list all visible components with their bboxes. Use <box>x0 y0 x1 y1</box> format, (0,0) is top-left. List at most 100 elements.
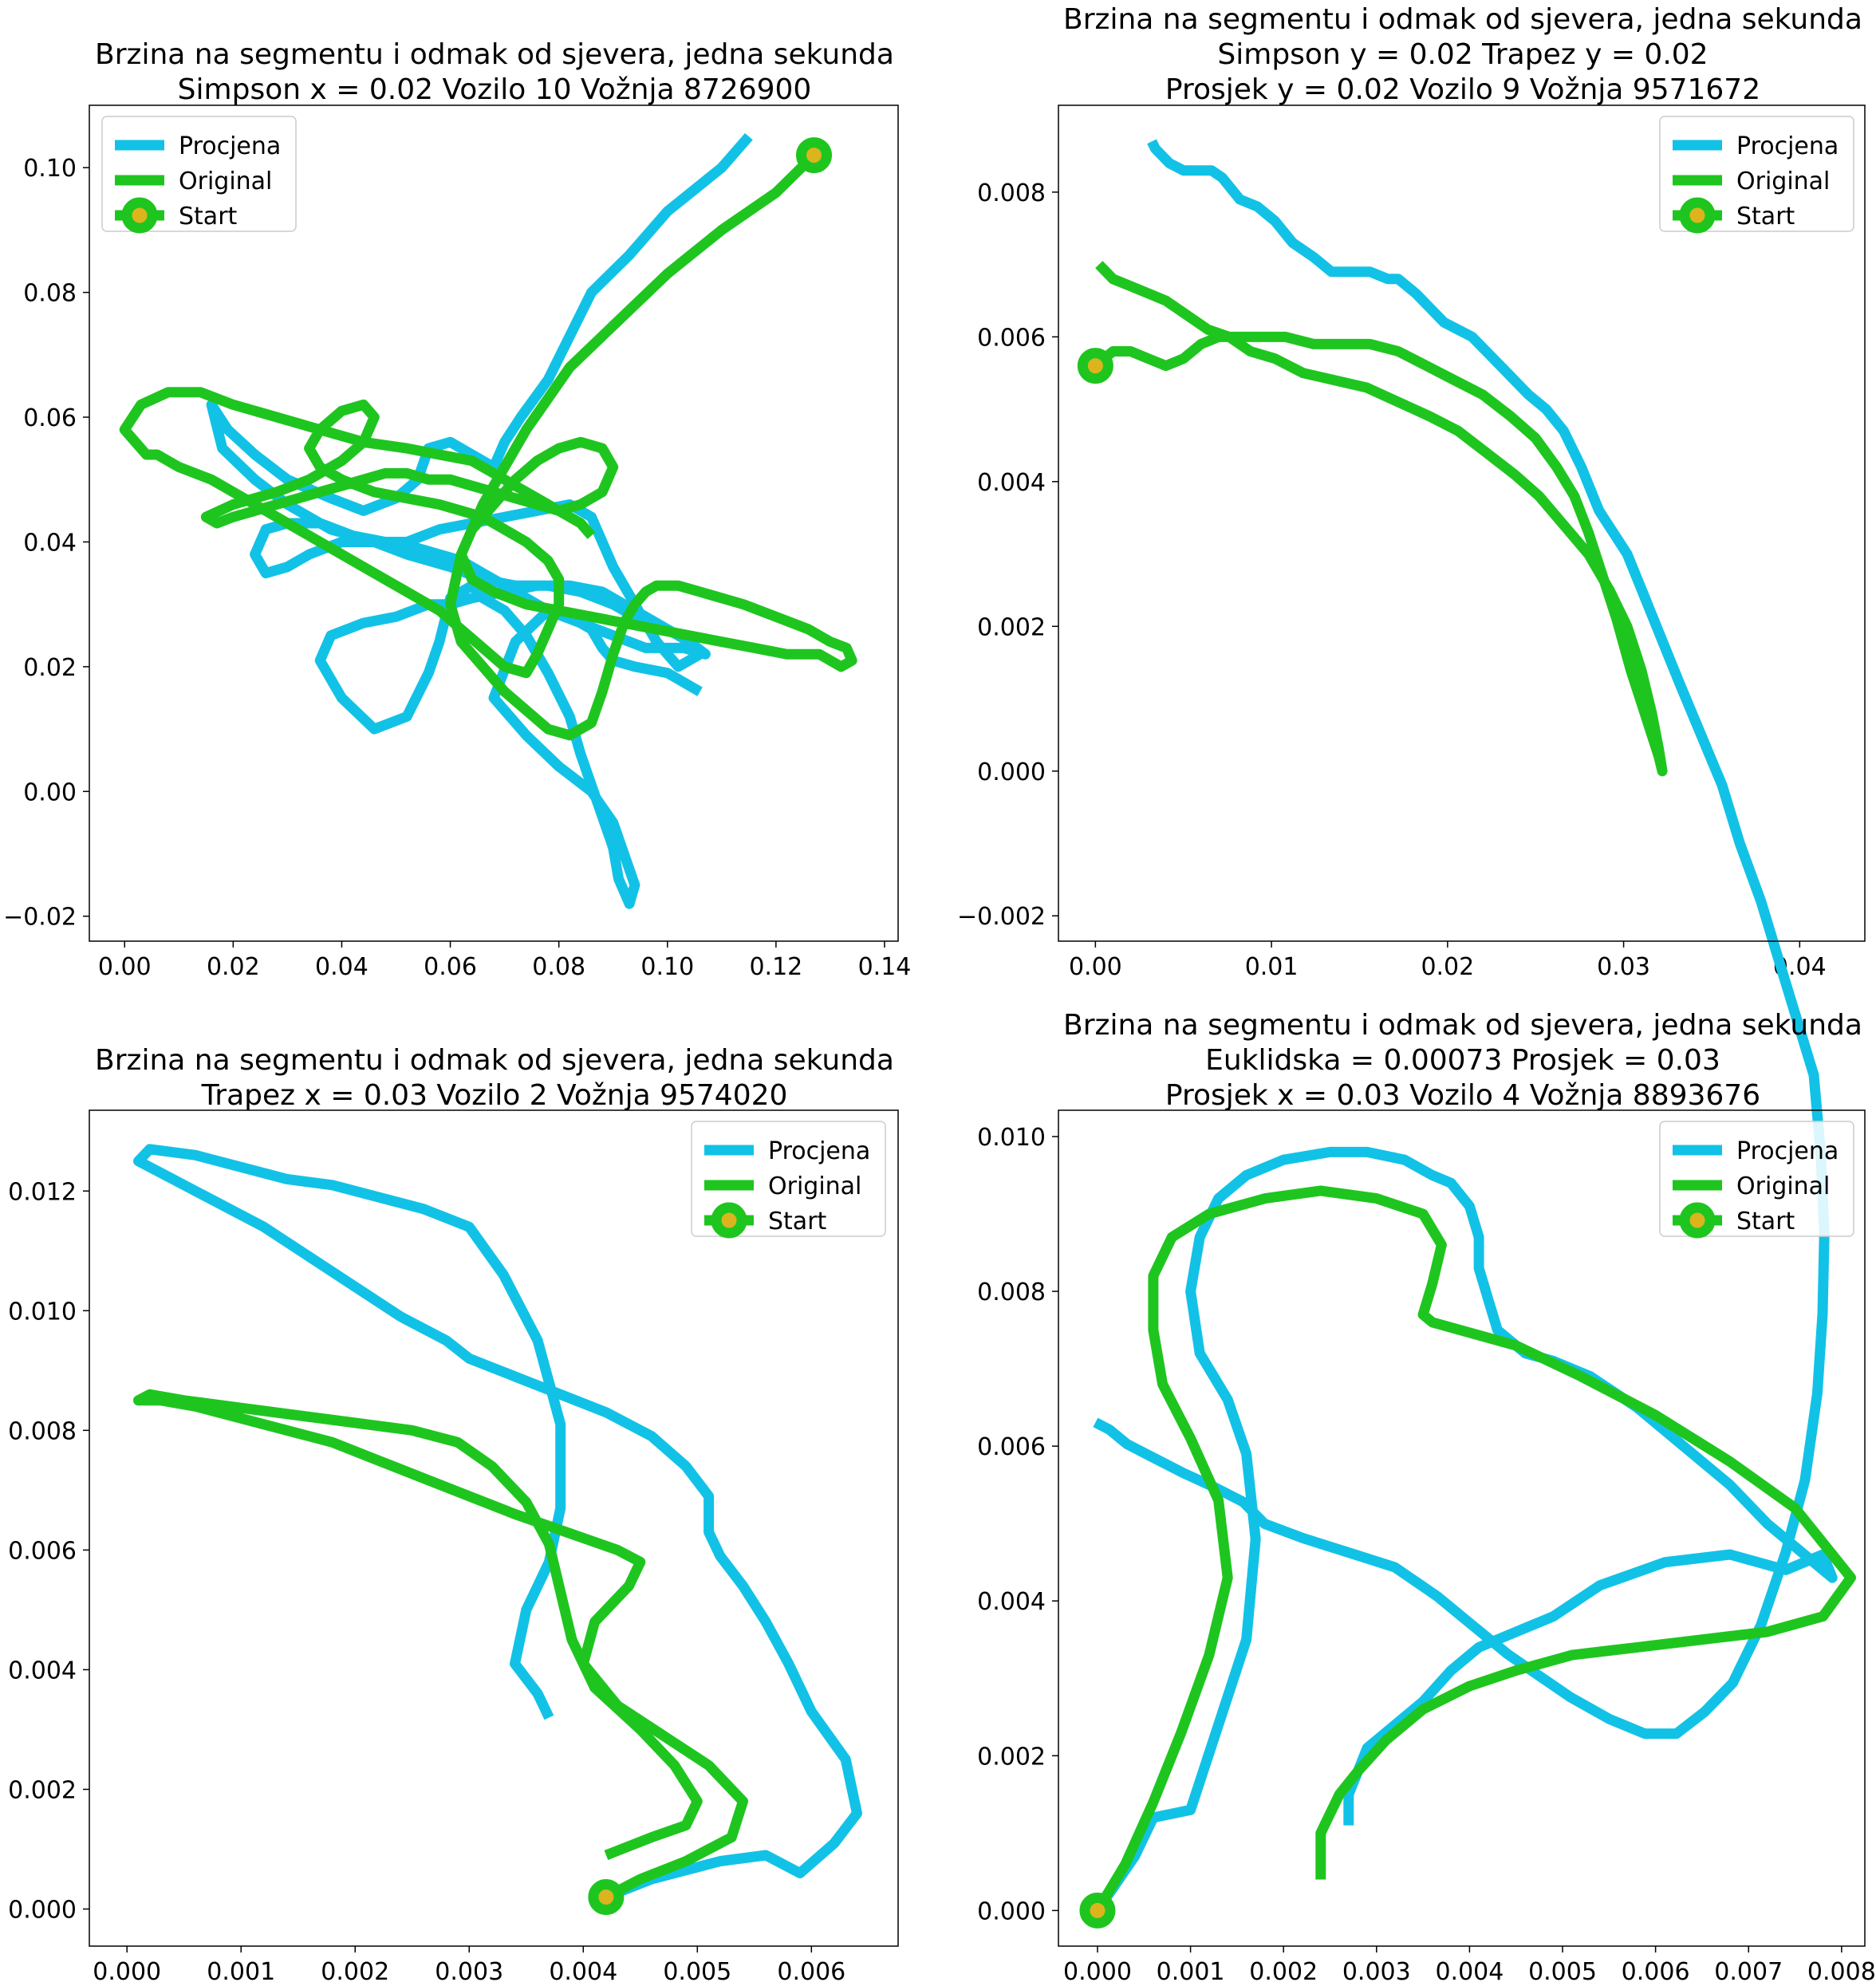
panel-2-y-tick-label: 0.006 <box>977 324 1046 352</box>
panel-1-y-tick-label: 0.08 <box>23 280 77 308</box>
panel-3-start-marker <box>588 1878 625 1915</box>
panel-3-y-tick-label: 0.008 <box>8 1417 77 1445</box>
panel-1-x-tick-label: 0.14 <box>858 953 912 981</box>
panel-4-x-tick-label: 0.005 <box>1528 1958 1597 1986</box>
panel-1-legend-start-marker <box>121 197 158 234</box>
panel-3-x-tick-label: 0.004 <box>549 1958 617 1986</box>
panel-1-y-tick-label: 0.10 <box>23 155 77 183</box>
panel-3-x-tick-label: 0.002 <box>321 1958 389 1986</box>
panel-4-x-tick-label: 0.004 <box>1435 1958 1504 1986</box>
panel-4-title-line-3: Prosjek x = 0.03 Vozilo 4 Vožnja 8893676 <box>1165 1079 1760 1112</box>
panel-3-x-tick-label: 0.001 <box>207 1958 275 1986</box>
panel-4-legend-start-marker <box>1679 1202 1716 1239</box>
panel-1-x-tick-label: 0.06 <box>424 953 477 981</box>
panel-3-legend-label-start: Start <box>768 1208 827 1235</box>
panel-2-plot-area: 0.00 0.01 0.02 0.03 0.04−0.0020.0000.0020.00… <box>957 104 1866 1740</box>
panel-3-y-tick-label: 0.002 <box>8 1776 77 1804</box>
panel-1-title-line-1: Brzina na segmentu i odmak od sjevera, j… <box>95 38 894 71</box>
panel-4-start-marker <box>1079 1892 1116 1929</box>
panel-1-axes-frame <box>89 104 899 942</box>
panel-4-y-tick-label: 0.004 <box>977 1588 1046 1616</box>
panel-2-x-tick-label: 0.02 <box>1421 953 1474 981</box>
panel-1-y-tick-label: 0.06 <box>23 404 77 432</box>
panel-3-y-tick-label: 0.000 <box>8 1896 77 1924</box>
panel-4-x-tick-label: 0.007 <box>1714 1958 1783 1986</box>
panel-4-title-line-1: Brzina na segmentu i odmak od sjevera, j… <box>1063 1009 1862 1042</box>
panel-2-x-tick-label: 0.01 <box>1245 953 1299 981</box>
panel-1-x-tick-label: 0.02 <box>207 953 260 981</box>
panel-2-y-tick-label: −0.002 <box>957 903 1046 931</box>
panel-4-x-tick-label: 0.002 <box>1249 1958 1318 1986</box>
panel-1-x-tick-label: 0.10 <box>640 953 694 981</box>
panel-1-x-tick-label: 0.04 <box>315 953 368 981</box>
panel-4-plot-area: 0.000 0.001 0.002 0.003 0.004 0.005 0.006 0.007… <box>977 1109 1876 1986</box>
panel-2-legend-label-start: Start <box>1736 203 1795 231</box>
panel-1-start-marker <box>796 137 833 174</box>
panel-4-x-tick-label: 0.006 <box>1622 1958 1690 1986</box>
panel-1-x-tick-label: 0.08 <box>532 953 585 981</box>
panel-1-x-tick-label: 0.12 <box>749 953 802 981</box>
panel-2-y-tick-label: 0.002 <box>977 613 1046 641</box>
panel-4-axes-frame <box>1058 1109 1866 1947</box>
panel-4: Brzina na segmentu i odmak od sjevera, j… <box>977 1009 1876 1986</box>
panel-2-title-line-3: Prosjek y = 0.02 Vozilo 9 Vožnja 9571672 <box>1165 73 1760 106</box>
panel-3-x-tick-label: 0.005 <box>663 1958 731 1986</box>
panel-1-legend-label-procjena: Procjena <box>179 132 281 160</box>
panel-4-series-original-line <box>1093 1185 1856 1913</box>
panel-3-axes-frame <box>89 1109 899 1947</box>
panel-3-series-procjena-line <box>133 1144 862 1902</box>
panel-3-y-tick-label: 0.010 <box>8 1298 77 1326</box>
panel-4-x-tick-label: 0.000 <box>1063 1958 1132 1986</box>
panel-1-legend-label-start: Start <box>179 203 238 231</box>
panel-1-y-tick-label: 0.00 <box>23 778 77 806</box>
panel-1-plot-area: 0.00 0.02 0.04 0.06 0.08 0.10 0.12 0.14 −0.02 0.0… <box>3 104 912 981</box>
panel-2-series-procjena-line <box>1093 139 1830 1740</box>
panel-2-legend-start-marker <box>1679 197 1716 234</box>
panel-1-legend: Procjena Original Start <box>101 116 297 234</box>
panel-1-series-procjena-line <box>206 132 753 909</box>
panel-1-y-tick-label: 0.04 <box>23 529 77 557</box>
panel-2-y-tick-label: 0.004 <box>977 469 1046 497</box>
panel-1-title-line-2: Simpson x = 0.02 Vozilo 10 Vožnja 872690… <box>178 73 812 106</box>
panel-3-x-tick-label: 0.003 <box>435 1958 503 1986</box>
panel-4-x-tick-label: 0.003 <box>1342 1958 1411 1986</box>
panel-2-series-original-line <box>1092 261 1668 777</box>
panel-1: Brzina na segmentu i odmak od sjevera, j… <box>3 38 911 981</box>
panel-3-y-tick-label: 0.012 <box>8 1178 77 1206</box>
panel-3-x-tick-label: 0.000 <box>93 1958 161 1986</box>
panel-4-y-tick-label: 0.002 <box>977 1743 1046 1771</box>
panel-2-axes-frame <box>1058 104 1866 942</box>
panel-3-legend: Procjena Original Start <box>691 1121 886 1239</box>
panel-4-legend-label-procjena: Procjena <box>1736 1137 1839 1165</box>
panel-2-start-marker <box>1077 348 1113 384</box>
panel-4-y-tick-label: 0.010 <box>977 1124 1046 1152</box>
panel-1-legend-label-original: Original <box>179 167 272 195</box>
panel-3-plot-area: 0.000 0.001 0.002 0.003 0.004 0.005 0.006 0.000… <box>8 1109 899 1986</box>
panel-2-y-tick-label: 0.000 <box>977 759 1046 786</box>
panel-2-x-tick-label: 0.03 <box>1597 953 1650 981</box>
panel-4-y-tick-label: 0.000 <box>977 1897 1046 1925</box>
panel-2: Brzina na segmentu i odmak od sjevera, j… <box>957 3 1866 1740</box>
panel-4-y-tick-label: 0.006 <box>977 1433 1046 1461</box>
panel-1-y-tick-label: 0.02 <box>23 654 77 682</box>
panel-3-legend-label-original: Original <box>768 1172 861 1200</box>
panel-3-x-tick-label: 0.006 <box>777 1958 845 1986</box>
panel-4-y-tick-label: 0.008 <box>977 1279 1046 1306</box>
panel-3-legend-label-procjena: Procjena <box>768 1137 870 1165</box>
panel-4-title-line-2: Euklidska = 0.00073 Prosjek = 0.03 <box>1205 1044 1720 1077</box>
panel-4-x-tick-label: 0.008 <box>1807 1958 1876 1986</box>
panel-2-y-tick-label: 0.008 <box>977 179 1046 207</box>
panel-1-x-tick-label: 0.00 <box>98 953 152 981</box>
panel-2-legend: Procjena Original Start <box>1659 116 1854 234</box>
panel-3-y-tick-label: 0.006 <box>8 1537 77 1565</box>
panel-2-x-tick-label: 0.00 <box>1069 953 1122 981</box>
panel-3-series-original-line <box>133 1389 748 1902</box>
panel-1-series-original-line <box>119 151 857 741</box>
panel-2-legend-label-original: Original <box>1736 167 1830 195</box>
panel-1-y-tick-label: −0.02 <box>3 904 77 932</box>
panel-4-legend: Procjena Original Start <box>1659 1121 1854 1239</box>
panel-2-title-line-2: Simpson y = 0.02 Trapez y = 0.02 <box>1217 38 1708 71</box>
panel-2-legend-label-procjena: Procjena <box>1736 132 1839 160</box>
panel-2-title-line-1: Brzina na segmentu i odmak od sjevera, j… <box>1063 3 1862 36</box>
